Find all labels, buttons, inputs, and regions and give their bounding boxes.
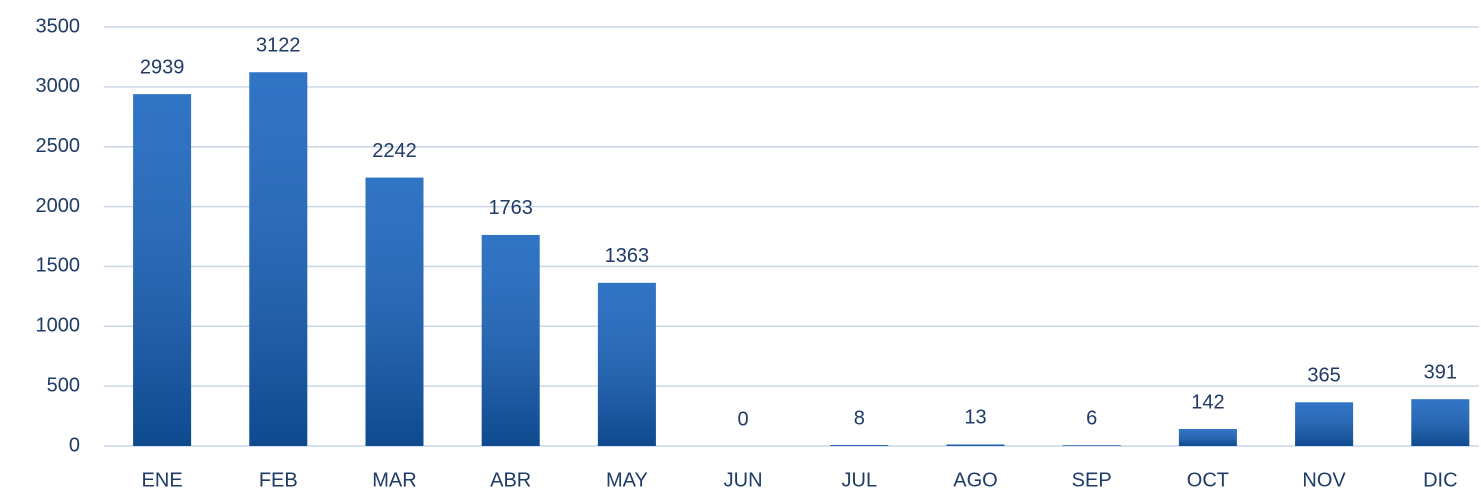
bar-shade xyxy=(133,94,192,446)
bar-shade xyxy=(481,234,540,446)
x-tick-label: NOV xyxy=(1302,469,1346,491)
data-label: 365 xyxy=(1307,365,1340,387)
y-tick-label: 2000 xyxy=(36,195,81,217)
data-label: 2242 xyxy=(372,140,417,162)
y-tick-label: 1500 xyxy=(36,255,81,277)
data-label: 13 xyxy=(964,407,986,429)
data-label: 0 xyxy=(738,408,749,430)
bar-shade xyxy=(597,282,656,446)
x-tick-label: JUL xyxy=(842,469,878,491)
x-tick-label: JUN xyxy=(724,469,763,491)
data-label: 2939 xyxy=(140,56,185,78)
y-tick-label: 0 xyxy=(69,434,80,456)
x-tick-label: MAY xyxy=(606,469,648,491)
y-tick-label: 1000 xyxy=(36,315,81,337)
data-label: 3122 xyxy=(256,35,301,57)
bar-shade xyxy=(1178,429,1237,446)
data-label: 142 xyxy=(1191,391,1224,413)
data-label: 6 xyxy=(1086,408,1097,430)
y-tick-label: 500 xyxy=(47,374,80,396)
y-tick-label: 2500 xyxy=(36,135,81,157)
y-tick-label: 3500 xyxy=(36,15,81,37)
x-tick-label: AGO xyxy=(953,469,997,491)
bar-shade xyxy=(1062,445,1121,446)
x-tick-label: MAR xyxy=(372,469,416,491)
bar-shade xyxy=(1295,402,1354,446)
data-label: 1363 xyxy=(605,245,650,267)
data-label: 1763 xyxy=(488,197,533,219)
bar-shade xyxy=(365,177,424,446)
bar-shade xyxy=(946,444,1005,446)
x-tick-label: DIC xyxy=(1423,469,1457,491)
x-tick-label: OCT xyxy=(1187,469,1229,491)
bar-shade xyxy=(249,72,308,446)
x-tick-label: ENE xyxy=(142,469,183,491)
x-tick-label: FEB xyxy=(259,469,298,491)
bar-shade xyxy=(830,445,889,446)
y-tick-label: 3000 xyxy=(36,75,81,97)
data-label: 391 xyxy=(1424,361,1457,383)
x-tick-label: ABR xyxy=(490,469,531,491)
bar-shade xyxy=(1411,399,1470,446)
x-tick-label: SEP xyxy=(1072,469,1112,491)
data-label: 8 xyxy=(854,407,865,429)
